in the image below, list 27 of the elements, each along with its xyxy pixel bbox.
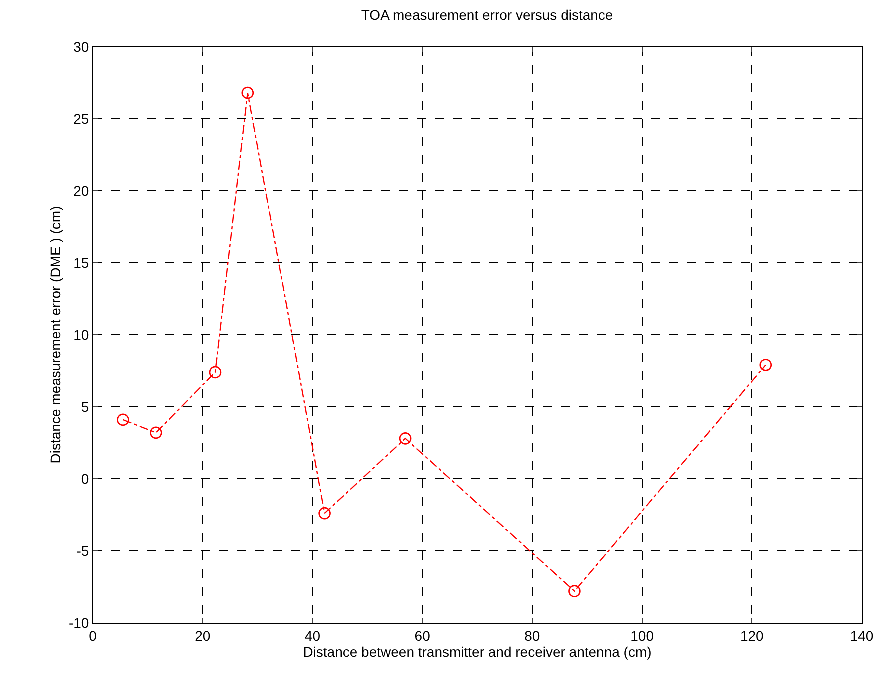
x-axis-title: Distance between transmitter and receiver antenna (cm) (303, 644, 652, 660)
point (318, 507, 331, 520)
y-tick-label: 25 (74, 110, 90, 127)
chart-title: TOA measurement error versus distance (361, 7, 614, 24)
point (760, 359, 772, 372)
y-tick-label: 30 (74, 38, 90, 55)
y-tick-label: 20 (74, 182, 90, 199)
y-tick-label: 10 (74, 326, 90, 343)
x-tick-label: 40 (304, 628, 321, 644)
y-tick-label: 0 (81, 470, 90, 487)
x-tick-label: 60 (414, 628, 431, 644)
x-tick-label: 80 (524, 628, 540, 644)
point (150, 426, 162, 440)
point (242, 86, 254, 100)
y-tick-label: 15 (74, 254, 90, 271)
point (209, 366, 222, 379)
point (399, 432, 412, 445)
point (568, 585, 581, 598)
x-tick-label: 100 (630, 628, 654, 644)
point (117, 414, 130, 426)
x-tick-label: 120 (740, 628, 764, 644)
y-axis-title: Distance measurement error (DME ) (cm) (48, 206, 64, 464)
y-tick-label: 5 (81, 398, 90, 415)
x-tick-label: 20 (195, 628, 211, 644)
y-tick-label: -10 (68, 614, 90, 631)
x-tick-label: 140 (850, 628, 874, 644)
y-tick-label: -5 (76, 542, 90, 559)
